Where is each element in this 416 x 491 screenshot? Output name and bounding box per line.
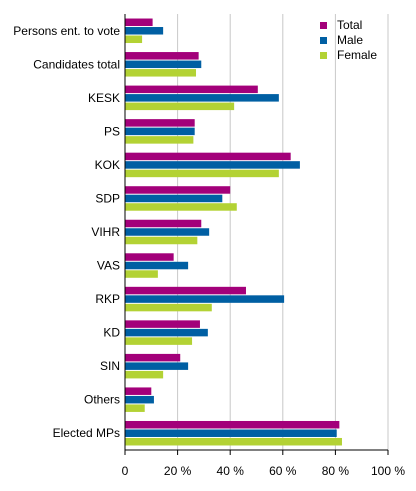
bar-female-sdp [125, 203, 237, 211]
bar-male-candidates-total [125, 60, 202, 69]
bar-total-sin [125, 353, 181, 362]
bar-female-ps [125, 136, 194, 144]
bar-male-kesk [125, 94, 279, 102]
category-label: Candidates total [33, 57, 120, 71]
legend-label-total: Total [337, 18, 362, 32]
legend-label-female: Female [337, 48, 377, 62]
bar-total-elected-mps [125, 420, 340, 429]
bar-female-rkp [125, 303, 212, 312]
category-labels: Persons ent. to vote Candidates total KESK… [13, 24, 120, 440]
category-label: RKP [95, 292, 120, 306]
category-label: SIN [100, 359, 120, 373]
category-label: KD [103, 326, 120, 340]
bar-male-vas [125, 261, 189, 270]
legend-swatch-female [320, 52, 327, 59]
bar-total-vihr [125, 219, 202, 228]
x-tick-label: 80 % [322, 464, 350, 478]
x-tick-label: 100 % [371, 464, 405, 478]
bar-total-persons-ent-to-vote [125, 18, 153, 27]
bar-male-kok [125, 161, 300, 169]
bar-male-kd [125, 328, 208, 337]
legend-label-male: Male [337, 33, 363, 47]
bar-total-candidates-total [125, 52, 199, 60]
bar-total-ps [125, 119, 195, 127]
legend-swatch-male [320, 37, 327, 44]
category-label: Others [84, 393, 120, 407]
bar-male-sdp [125, 194, 223, 203]
bar-total-kd [125, 320, 200, 328]
category-label: Persons ent. to vote [13, 24, 120, 38]
bar-female-persons-ent-to-vote [125, 35, 143, 44]
bar-male-elected-mps [125, 429, 337, 437]
x-tick-labels: 0 20 % 40 % 60 % 80 % 100 % [122, 464, 406, 478]
bar-female-vas [125, 270, 158, 278]
bar-female-candidates-total [125, 69, 197, 77]
bar-male-rkp [125, 295, 285, 303]
bar-total-kok [125, 152, 291, 161]
legend-swatch-total [320, 22, 327, 29]
bar-male-sin [125, 362, 189, 370]
bar-female-sin [125, 370, 164, 379]
bar-male-ps [125, 127, 195, 136]
category-label: VAS [97, 259, 120, 273]
bar-female-kok [125, 169, 279, 178]
bar-female-elected-mps [125, 437, 342, 446]
x-tick-label: 0 [122, 464, 129, 478]
category-label: VIHR [91, 225, 120, 239]
bars [125, 18, 342, 446]
category-label: PS [104, 124, 120, 138]
bar-total-sdp [125, 186, 231, 194]
bar-male-vihr [125, 228, 210, 236]
bar-total-others [125, 387, 152, 395]
bar-total-rkp [125, 286, 246, 295]
x-tick-label: 20 % [164, 464, 192, 478]
category-label: KOK [95, 158, 120, 172]
bar-female-others [125, 404, 145, 412]
x-tick-label: 60 % [269, 464, 297, 478]
bar-total-vas [125, 253, 174, 261]
x-tick-label: 40 % [217, 464, 245, 478]
bar-female-vihr [125, 236, 198, 245]
bar-male-persons-ent-to-vote [125, 27, 164, 35]
bar-total-kesk [125, 85, 258, 94]
category-label: SDP [95, 191, 120, 205]
bar-female-kd [125, 337, 193, 345]
bar-female-kesk [125, 102, 235, 111]
axes [124, 14, 389, 455]
category-label: KESK [88, 91, 120, 105]
bar-male-others [125, 395, 154, 404]
category-label: Elected MPs [53, 426, 120, 440]
